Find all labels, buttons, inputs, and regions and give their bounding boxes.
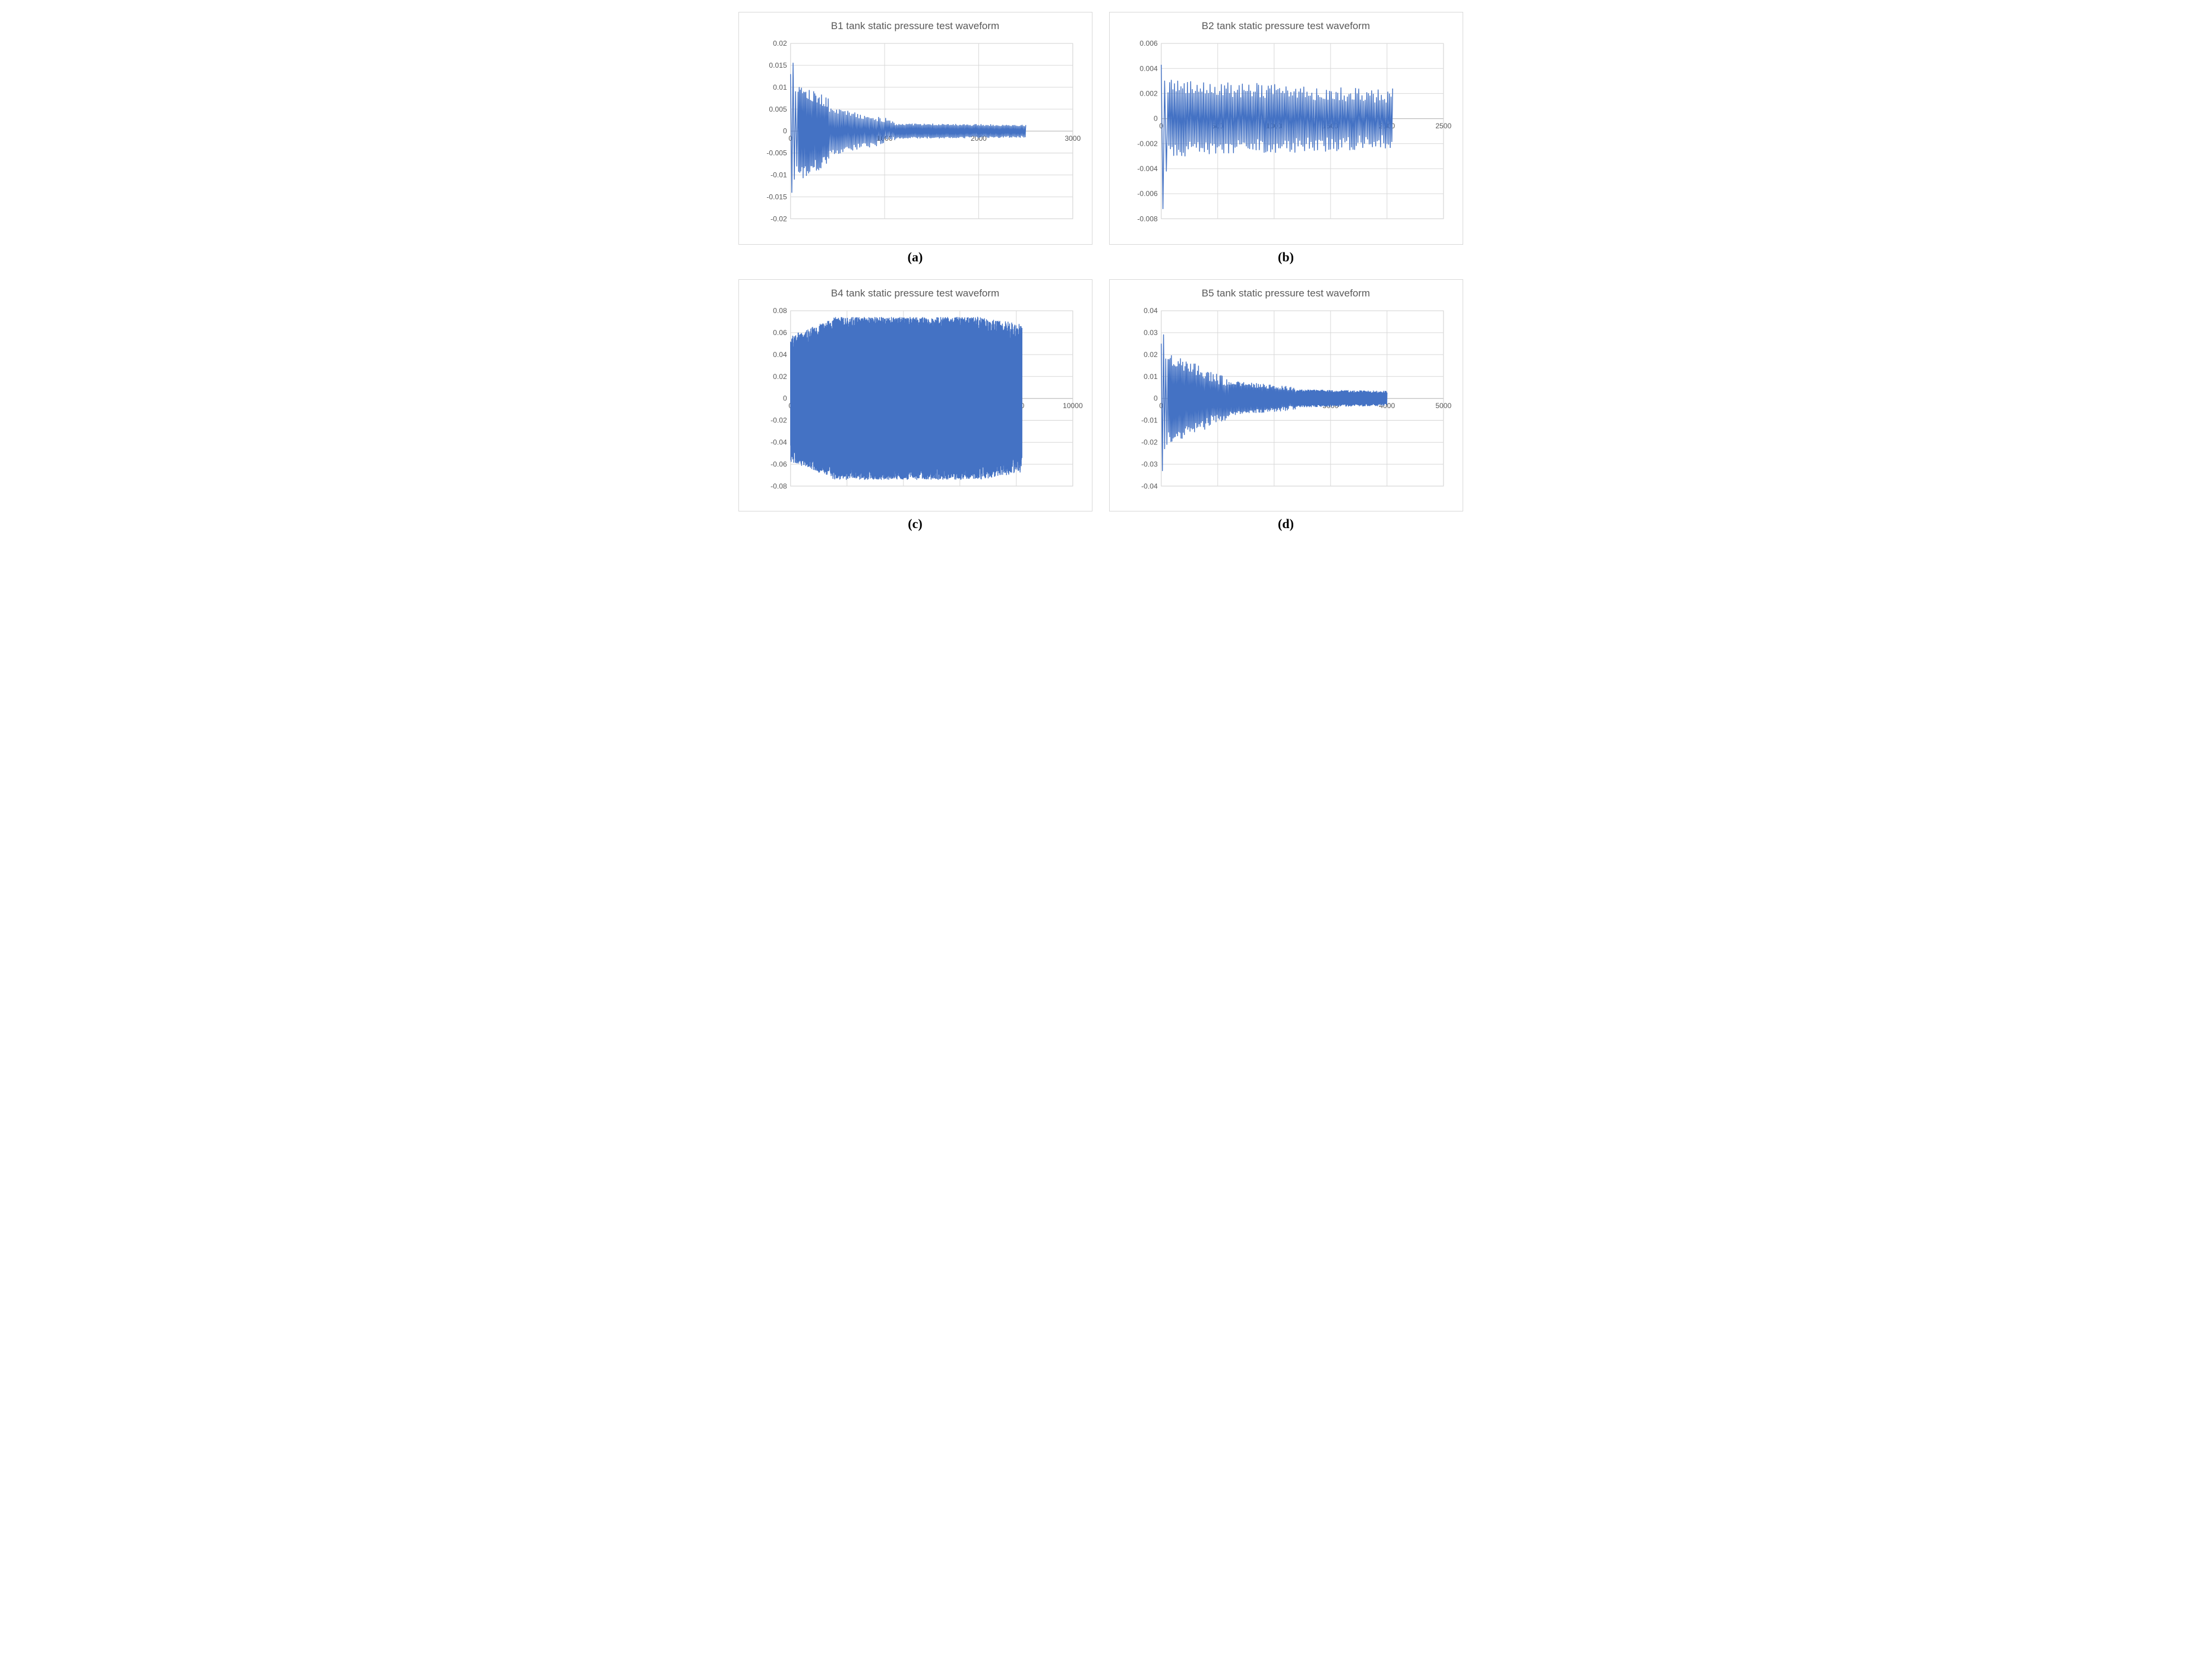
svg-text:-0.02: -0.02 (770, 214, 787, 223)
svg-text:0.04: 0.04 (1144, 307, 1158, 315)
chart-title-b: B2 tank static pressure test waveform (1118, 20, 1454, 33)
svg-text:0: 0 (1153, 394, 1157, 402)
panel-d: B5 tank static pressure test waveform 01… (1109, 279, 1463, 532)
waveform-chart: 0200040006000800010000-0.08-0.06-0.04-0.… (747, 305, 1084, 503)
svg-text:-0.01: -0.01 (770, 171, 787, 179)
waveform-chart: 05001000150020002500-0.008-0.006-0.004-0… (1118, 37, 1454, 236)
svg-text:10000: 10000 (1062, 402, 1082, 410)
svg-text:0.04: 0.04 (773, 350, 787, 359)
panel-b: B2 tank static pressure test waveform 05… (1109, 12, 1463, 265)
sublabel-c: (c) (908, 516, 922, 532)
svg-text:5000: 5000 (1435, 402, 1451, 410)
svg-text:-0.006: -0.006 (1137, 190, 1158, 198)
svg-text:0.02: 0.02 (773, 39, 787, 48)
svg-text:-0.004: -0.004 (1137, 165, 1158, 173)
svg-text:0: 0 (1153, 115, 1157, 123)
svg-text:0.06: 0.06 (773, 329, 787, 337)
svg-text:0: 0 (782, 127, 787, 135)
sublabel-b: (b) (1278, 250, 1294, 265)
panel-a: B1 tank static pressure test waveform 01… (738, 12, 1092, 265)
svg-text:-0.08: -0.08 (770, 482, 787, 490)
chart-svg-d: 010002000300040005000-0.04-0.03-0.02-0.0… (1118, 305, 1454, 503)
svg-text:0.005: 0.005 (769, 105, 787, 113)
svg-text:0.01: 0.01 (1144, 372, 1158, 381)
chart-svg-b: 05001000150020002500-0.008-0.006-0.004-0… (1118, 37, 1454, 236)
chart-svg-a: 0100020003000-0.02-0.015-0.01-0.00500.00… (747, 37, 1084, 236)
svg-text:0: 0 (1159, 122, 1163, 130)
svg-text:0.004: 0.004 (1139, 64, 1158, 72)
chart-box-b: B2 tank static pressure test waveform 05… (1109, 12, 1463, 245)
svg-text:-0.02: -0.02 (1141, 438, 1158, 446)
svg-text:0.02: 0.02 (1144, 350, 1158, 359)
svg-text:0.002: 0.002 (1139, 90, 1158, 98)
svg-text:-0.015: -0.015 (766, 192, 787, 201)
chart-title-c: B4 tank static pressure test waveform (747, 287, 1084, 300)
svg-text:0.02: 0.02 (773, 372, 787, 381)
chart-box-c: B4 tank static pressure test waveform 02… (738, 279, 1092, 512)
svg-text:3000: 3000 (1065, 134, 1081, 143)
sublabel-a: (a) (908, 250, 923, 265)
svg-text:0: 0 (782, 394, 787, 402)
waveform-chart: 010002000300040005000-0.04-0.03-0.02-0.0… (1118, 305, 1454, 503)
chart-title-a: B1 tank static pressure test waveform (747, 20, 1084, 33)
svg-text:-0.002: -0.002 (1137, 140, 1158, 148)
svg-text:2500: 2500 (1435, 122, 1451, 130)
svg-text:-0.03: -0.03 (1141, 460, 1158, 468)
svg-text:0.01: 0.01 (773, 83, 787, 91)
chart-box-a: B1 tank static pressure test waveform 01… (738, 12, 1092, 245)
series-line (790, 317, 1022, 479)
svg-text:-0.04: -0.04 (1141, 482, 1158, 490)
svg-text:-0.01: -0.01 (1141, 416, 1158, 424)
series-line (790, 63, 1025, 192)
svg-text:-0.008: -0.008 (1137, 214, 1158, 223)
chart-grid: B1 tank static pressure test waveform 0 1… (738, 12, 1463, 532)
svg-text:-0.04: -0.04 (770, 438, 787, 446)
svg-text:-0.06: -0.06 (770, 460, 787, 468)
chart-box-d: B5 tank static pressure test waveform 01… (1109, 279, 1463, 512)
series-line (1161, 65, 1392, 209)
svg-text:-0.02: -0.02 (770, 416, 787, 424)
waveform-chart: 0100020003000-0.02-0.015-0.01-0.00500.00… (747, 37, 1084, 236)
svg-text:0.03: 0.03 (1144, 329, 1158, 337)
sublabel-d: (d) (1278, 516, 1294, 532)
chart-svg-c: 0200040006000800010000-0.08-0.06-0.04-0.… (747, 305, 1084, 503)
svg-text:0.08: 0.08 (773, 307, 787, 315)
svg-text:-0.005: -0.005 (766, 149, 787, 157)
svg-text:0.006: 0.006 (1139, 39, 1158, 48)
panel-c: B4 tank static pressure test waveform 02… (738, 279, 1092, 532)
svg-text:0.015: 0.015 (769, 61, 787, 70)
chart-title-d: B5 tank static pressure test waveform (1118, 287, 1454, 300)
